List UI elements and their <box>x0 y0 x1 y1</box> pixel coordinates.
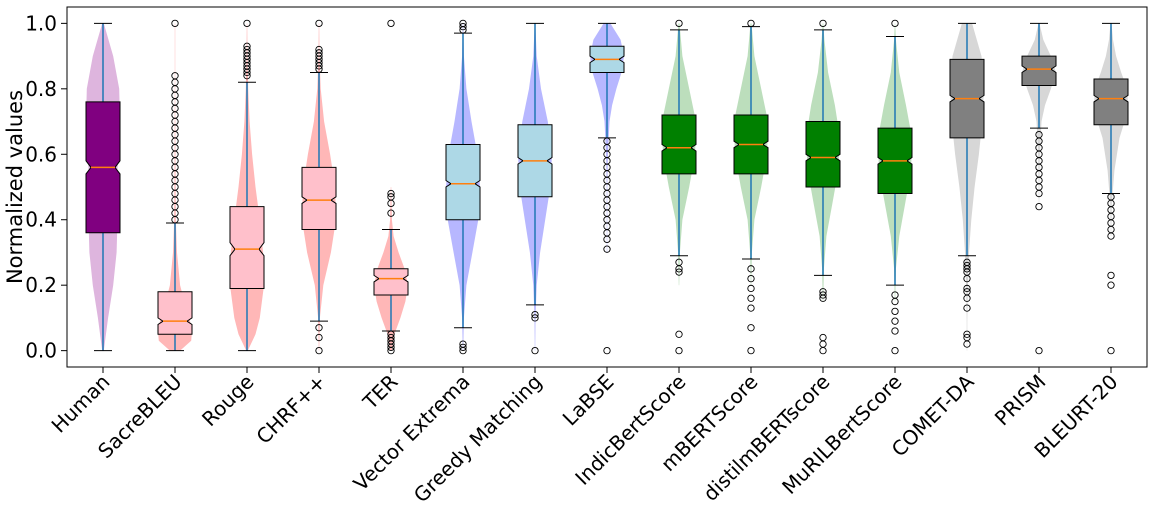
box-indicbertscore <box>661 114 697 175</box>
box-distilmbertscore <box>805 121 841 188</box>
y-tick-label: 1.0 <box>25 11 57 35</box>
outlier-point <box>315 49 323 57</box>
outlier-point <box>747 19 755 28</box>
outlier-point <box>1107 193 1115 201</box>
outlier-point <box>819 291 827 299</box>
outlier-point <box>459 22 467 31</box>
outlier-point <box>891 19 899 28</box>
outlier-layer <box>171 19 1115 355</box>
outlier-point <box>603 346 611 355</box>
box-rouge <box>229 206 265 289</box>
outlier-point <box>747 284 755 293</box>
y-axis-title: Normalized values <box>3 90 27 284</box>
outlier-point <box>675 19 683 28</box>
outlier-point <box>675 268 683 276</box>
outlier-point <box>243 42 251 50</box>
outlier-point <box>1035 346 1043 355</box>
violin-sacrebleu <box>158 23 192 351</box>
x-tick-label: Greedy Matching <box>409 370 547 508</box>
outlier-point <box>963 330 971 338</box>
x-tick-label: Human <box>47 370 115 438</box>
outlier-point <box>171 19 179 28</box>
outlier-point <box>315 333 323 342</box>
y-tick-label: 0.4 <box>25 208 57 232</box>
outlier-point <box>1035 130 1043 139</box>
outlier-point <box>819 288 827 296</box>
x-tick-label: distilmBERTscore <box>698 370 834 506</box>
box-layer <box>85 22 1129 352</box>
x-tick-label: MuRILBertScore <box>777 370 906 499</box>
outlier-point <box>891 291 899 299</box>
outlier-point <box>1107 346 1115 355</box>
outlier-point <box>963 304 971 312</box>
box-vector-extrema <box>445 144 481 221</box>
y-tick-label: 0.8 <box>25 77 57 101</box>
outlier-point <box>747 324 755 332</box>
y-tick-label: 0.0 <box>25 339 57 363</box>
outlier-point <box>603 245 611 253</box>
outlier-point <box>675 258 683 266</box>
outlier-point <box>243 45 251 54</box>
box-bleurt-20 <box>1093 78 1129 126</box>
outlier-point <box>387 333 395 342</box>
outlier-point <box>963 288 971 296</box>
x-tick-label: PRISM <box>990 370 1051 431</box>
outlier-point <box>891 317 899 325</box>
outlier-point <box>747 304 755 312</box>
x-tick-label: TER <box>357 369 402 414</box>
outlier-point <box>459 19 467 28</box>
outlier-point <box>747 346 755 355</box>
outlier-point <box>1035 202 1043 211</box>
outlier-point <box>819 346 827 355</box>
outlier-point <box>891 346 899 355</box>
outlier-point <box>891 307 899 316</box>
outlier-point <box>531 310 539 319</box>
outlier-point <box>819 19 827 28</box>
box-chrf <box>301 166 337 230</box>
outlier-point <box>459 340 467 348</box>
outlier-point <box>315 45 323 54</box>
outlier-point <box>819 340 827 348</box>
outlier-point <box>747 294 755 302</box>
y-tick-label: 0.6 <box>25 142 57 166</box>
outlier-point <box>1107 271 1115 280</box>
outlier-point <box>387 19 395 28</box>
x-tick-label: CHRF++ <box>251 370 330 449</box>
outlier-point <box>963 333 971 342</box>
outlier-point <box>531 346 539 355</box>
outlier-point <box>963 284 971 293</box>
outlier-point <box>891 327 899 335</box>
outlier-point <box>747 265 755 273</box>
outlier-point <box>747 274 755 283</box>
outlier-point <box>603 137 611 145</box>
y-tick-label: 0.2 <box>25 273 57 297</box>
outlier-point <box>963 261 971 270</box>
x-tick-label: LaBSE <box>558 370 619 431</box>
outlier-point <box>1107 281 1115 289</box>
outlier-point <box>387 330 395 338</box>
outlier-point <box>819 333 827 342</box>
outlier-point <box>387 209 395 217</box>
outlier-point <box>387 193 395 201</box>
outlier-point <box>315 346 323 355</box>
outlier-point <box>963 258 971 266</box>
outlier-point <box>675 346 683 355</box>
outlier-point <box>675 330 683 338</box>
outlier-point <box>315 324 323 332</box>
outlier-point <box>459 343 467 352</box>
outlier-point <box>171 72 179 80</box>
outlier-point <box>315 19 323 28</box>
outlier-point <box>387 189 395 198</box>
x-tick-label: Rouge <box>197 370 258 431</box>
outlier-point <box>531 314 539 322</box>
box-ter <box>373 268 409 296</box>
y-axis: 0.0 0.2 0.4 0.6 0.8 1.0 <box>25 11 67 363</box>
box-sacrebleu <box>157 291 193 335</box>
outlier-point <box>243 19 251 28</box>
box-prism <box>1021 55 1057 86</box>
